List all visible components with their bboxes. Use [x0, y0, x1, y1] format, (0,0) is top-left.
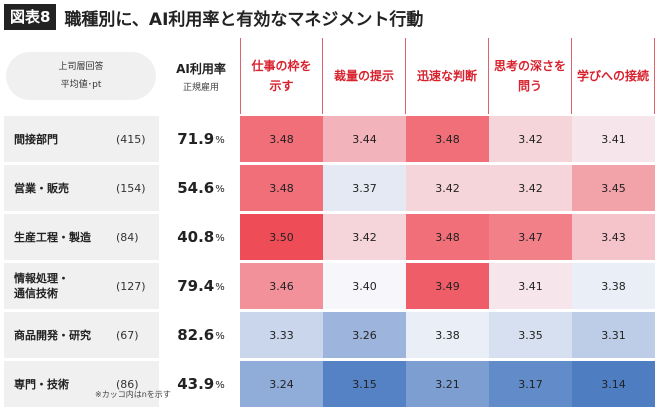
row-category-name: 営業・販売: [14, 181, 69, 195]
heatmap-cell: 3.48: [406, 116, 489, 162]
ai-rate-number: 54.6: [177, 179, 215, 197]
ai-rate-number: 79.4: [177, 277, 215, 295]
heatmap-cell: 3.14: [572, 361, 655, 407]
heatmap-cell: 3.33: [240, 312, 323, 358]
figure-label: 図表8: [4, 4, 57, 30]
ai-rate-unit: %: [215, 331, 225, 342]
heatmap-cell: 3.24: [240, 361, 323, 407]
row-label: 専門・技術 (86): [4, 361, 159, 407]
figure-title-bar: 図表8 職種別に、AI利用率と有効なマネジメント行動: [4, 4, 423, 30]
row-label: 生産工程・製造 (84): [4, 214, 159, 260]
heatmap-cell: 3.48: [406, 214, 489, 260]
heatmap-cell: 3.42: [323, 214, 406, 260]
ai-rate-number: 82.6: [177, 326, 215, 344]
heatmap-cell: 3.15: [323, 361, 406, 407]
heatmap-cell: 3.46: [240, 263, 323, 309]
heatmap-cell: 3.45: [572, 165, 655, 211]
row-sample-size: (127): [116, 279, 146, 293]
row-label: 商品開発・研究 (67): [4, 312, 159, 358]
row-sample-size: (84): [116, 230, 139, 244]
unit-label: 平均値･pt: [60, 80, 102, 90]
ai-rate-unit: %: [215, 380, 225, 391]
column-header: 学びへの接続: [572, 38, 655, 114]
ai-rate-value: 82.6%: [165, 312, 237, 358]
ai-rate-value: 40.8%: [165, 214, 237, 260]
footnote: ※カッコ内はnを示す: [95, 390, 171, 399]
row-category-name: 専門・技術: [14, 377, 69, 391]
heatmap-cell: 3.41: [489, 263, 572, 309]
figure-title: 職種別に、AI利用率と有効なマネジメント行動: [64, 9, 424, 30]
row-sample-size: (86): [116, 377, 139, 391]
column-header: 裁量の提示: [323, 38, 406, 114]
row-category-name: 商品開発・研究: [14, 328, 91, 342]
heatmap-cell: 3.40: [323, 263, 406, 309]
heatmap-cell: 3.42: [489, 116, 572, 162]
respondent-info-pill: 上司層回答 平均値･pt: [6, 52, 156, 100]
heatmap-cell: 3.37: [323, 165, 406, 211]
row-label: 間接部門 (415): [4, 116, 159, 162]
ai-rate-value: 79.4%: [165, 263, 237, 309]
ai-rate-value: 43.9%: [165, 361, 237, 407]
ai-rate-subtitle: 正規雇用: [182, 83, 219, 93]
heatmap-cell: 3.50: [240, 214, 323, 260]
ai-rate-unit: %: [215, 135, 225, 146]
column-header: 思考の深さを 問う: [489, 38, 572, 114]
ai-rate-number: 40.8: [177, 228, 215, 246]
ai-rate-title: AI利用率: [176, 62, 226, 76]
row-sample-size: (154): [116, 181, 146, 195]
ai-rate-header: AI利用率 正規雇用: [165, 60, 237, 93]
heatmap-cell: 3.42: [489, 165, 572, 211]
ai-rate-value: 71.9%: [165, 116, 237, 162]
heatmap-cell: 3.26: [323, 312, 406, 358]
row-sample-size: (415): [116, 132, 146, 146]
heatmap-cell: 3.43: [572, 214, 655, 260]
heatmap-cell: 3.47: [489, 214, 572, 260]
ai-rate-number: 71.9: [177, 130, 215, 148]
row-category-name: 間接部門: [14, 132, 58, 146]
heatmap-cell: 3.38: [572, 263, 655, 309]
heatmap-cell: 3.48: [240, 116, 323, 162]
row-label: 営業・販売 (154): [4, 165, 159, 211]
ai-rate-value: 54.6%: [165, 165, 237, 211]
heatmap-cell: 3.44: [323, 116, 406, 162]
heatmap-cell: 3.35: [489, 312, 572, 358]
respondent-label: 上司層回答: [58, 62, 104, 72]
row-label: 情報処理・ 通信技術 (127): [4, 263, 159, 309]
ai-rate-number: 43.9: [177, 375, 215, 393]
row-sample-size: (67): [116, 328, 139, 342]
ai-rate-unit: %: [215, 233, 225, 244]
column-header: 仕事の枠を 示す: [240, 38, 323, 114]
heatmap-cell: 3.38: [406, 312, 489, 358]
row-category-name: 生産工程・製造: [14, 230, 91, 244]
column-header: 迅速な判断: [406, 38, 489, 114]
heatmap-cell: 3.21: [406, 361, 489, 407]
ai-rate-unit: %: [215, 282, 225, 293]
heatmap-cell: 3.42: [406, 165, 489, 211]
heatmap-cell: 3.49: [406, 263, 489, 309]
heatmap-cell: 3.31: [572, 312, 655, 358]
ai-rate-unit: %: [215, 184, 225, 195]
row-category-name: 情報処理・ 通信技術: [14, 272, 69, 300]
heatmap-cell: 3.48: [240, 165, 323, 211]
heatmap-cell: 3.17: [489, 361, 572, 407]
heatmap-cell: 3.41: [572, 116, 655, 162]
